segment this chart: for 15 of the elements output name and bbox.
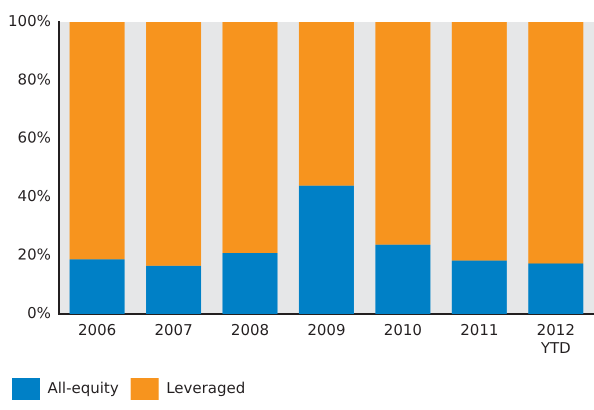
y-tick-label: 80% xyxy=(18,70,51,88)
y-tick-label: 40% xyxy=(18,187,51,206)
x-tick-label: 2006 xyxy=(78,320,116,339)
legend-label: All-equity xyxy=(48,378,119,397)
y-tick-label: 100% xyxy=(8,12,51,30)
legend-label: Leveraged xyxy=(166,378,246,397)
x-tick-label: 2012 YTD xyxy=(536,320,575,357)
x-tick-label: 2007 xyxy=(154,320,193,339)
x-tick-label: 2008 xyxy=(230,320,270,339)
y-tick-label: 60% xyxy=(18,128,51,147)
x-tick-label: 2011 xyxy=(460,320,498,339)
y-tick-label: 20% xyxy=(18,245,51,264)
x-tick-label: 2009 xyxy=(307,320,346,339)
y-tick-label: 0% xyxy=(27,304,51,322)
x-tick-label: 2010 xyxy=(384,320,422,339)
